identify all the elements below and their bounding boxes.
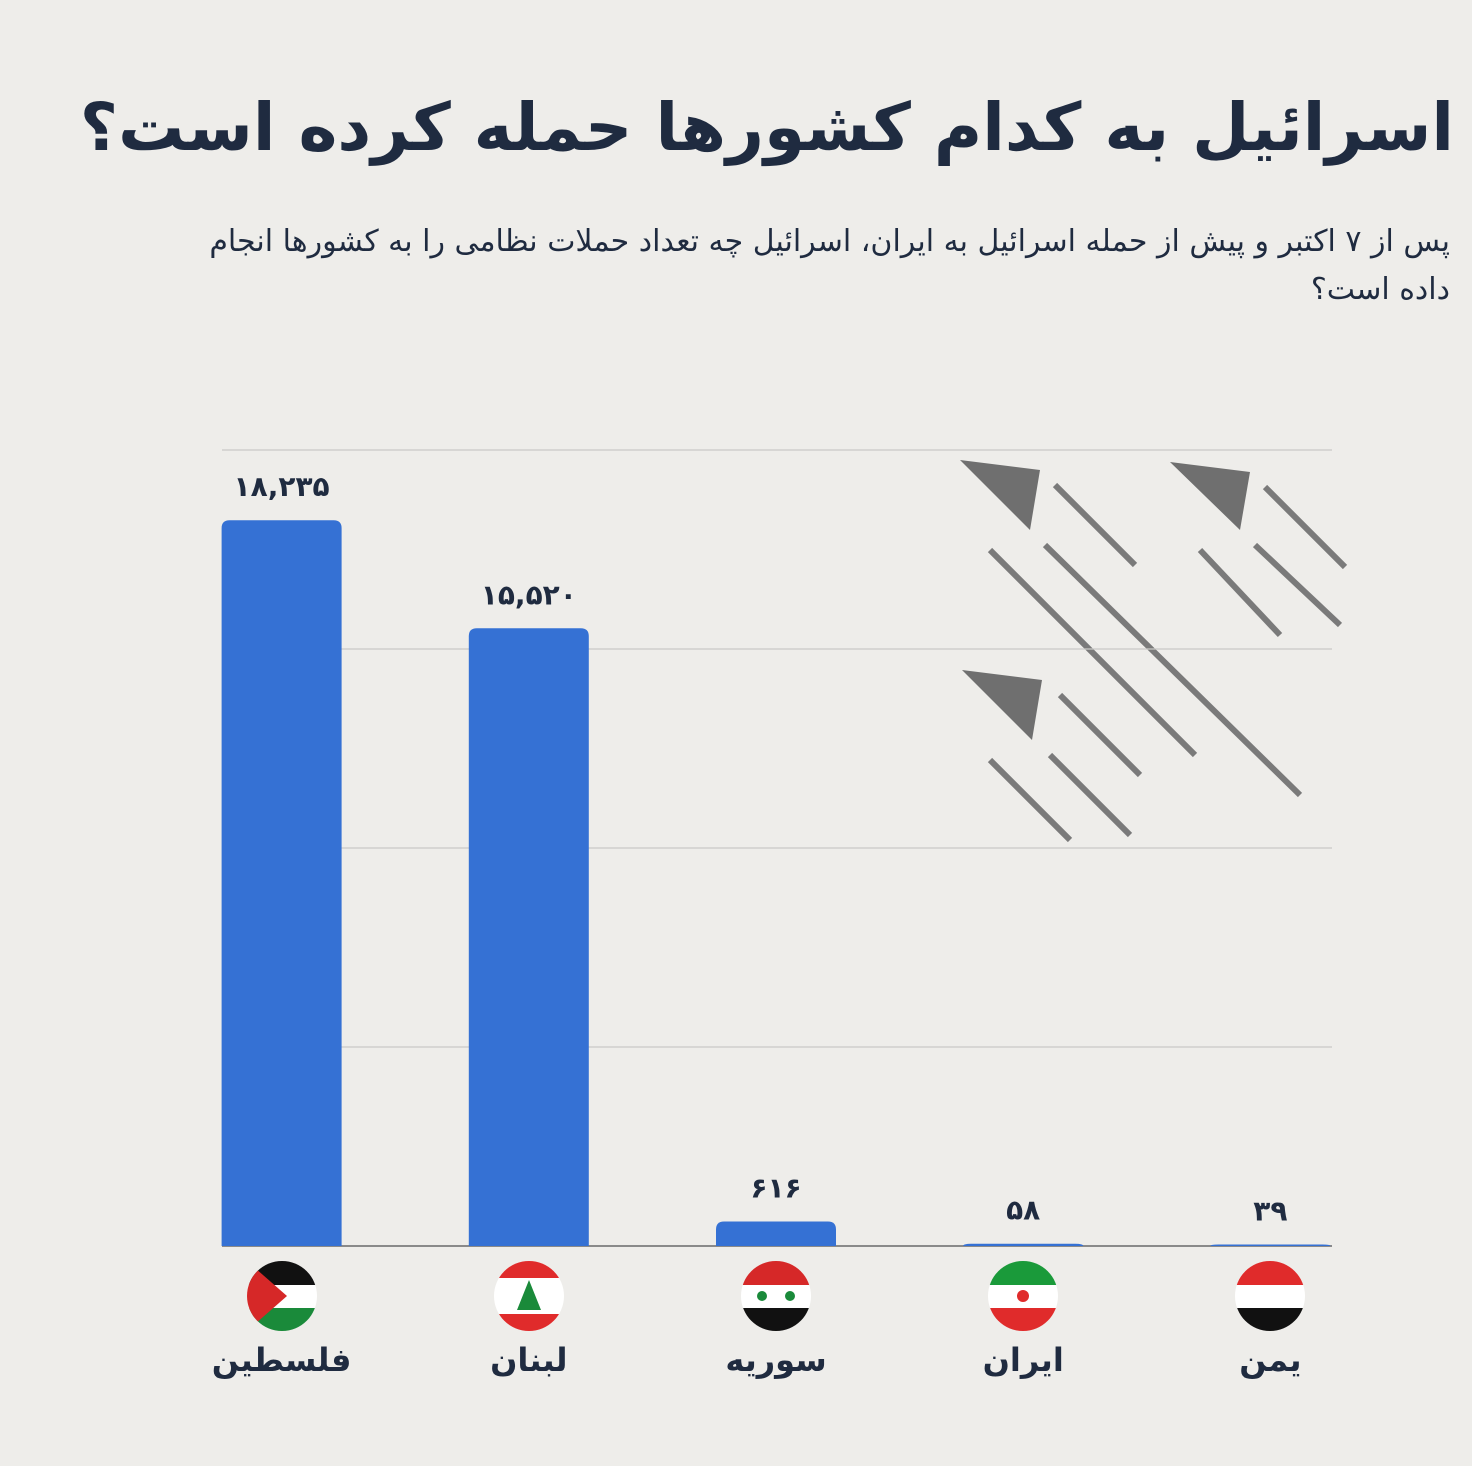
bar [716,1221,836,1246]
bar [1210,1244,1331,1246]
value-label: ۵۸ [1006,1194,1040,1227]
jets-decoration [960,460,1348,843]
x-tick-label: لبنان [490,1341,567,1379]
flag-iran [988,1261,1058,1331]
value-label: ۱۸,۲۳۵ [234,470,330,503]
flag-palestine [247,1261,317,1331]
value-label: ۱۵,۵۲۰ [481,578,577,611]
bar [468,628,589,1246]
flag-lebanon [494,1261,564,1331]
x-tick-label: سوریه [725,1341,826,1379]
flag-yemen [1235,1261,1305,1331]
chart-subtitle: پس از ۷ اکتبر و پیش از حمله اسرائیل به ا… [209,224,1450,307]
x-tick-label: فلسطین [212,1341,352,1379]
x-tick-label: ایران [983,1341,1064,1379]
flags [247,1261,1305,1331]
chart-title: اسرائیل به کدام کشورها حمله کرده است؟ [79,89,1454,166]
flag-syria [741,1261,811,1331]
value-label: ۶۱۶ [750,1171,801,1204]
bar [221,520,342,1246]
bar [963,1243,1084,1246]
x-tick-label: یمن [1239,1341,1301,1379]
value-label: ۳۹ [1253,1194,1287,1227]
